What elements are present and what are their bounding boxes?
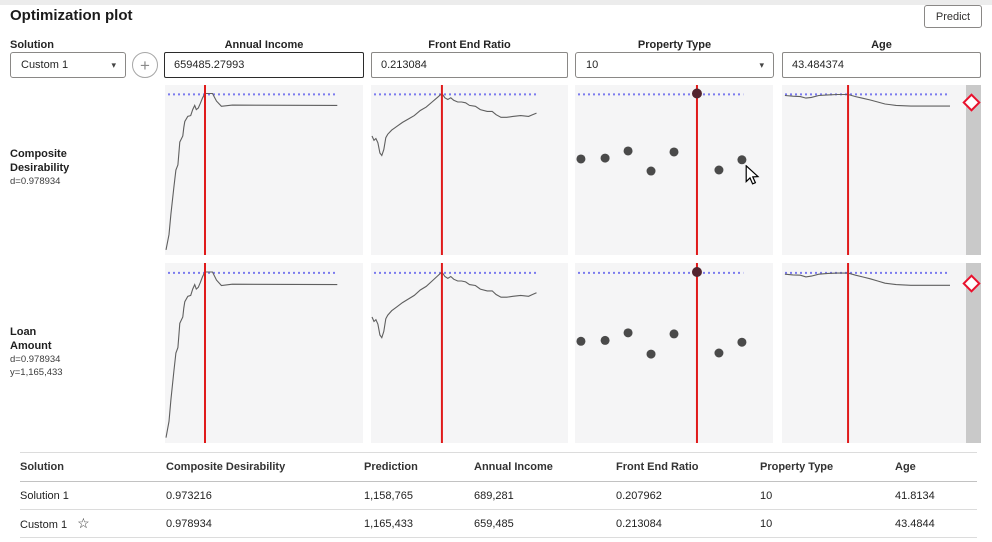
table-cell: Solution 1 (20, 481, 166, 510)
table-cell: Custom 1 ☆ (20, 509, 166, 538)
category-point[interactable] (737, 337, 747, 347)
predict-button[interactable]: Predict (924, 5, 982, 28)
table-header-prediction: Prediction (364, 452, 474, 482)
annual-income-input[interactable] (164, 52, 364, 78)
desirability-value: d=0.978934 (10, 176, 61, 187)
plot-line-row2-age[interactable] (782, 263, 966, 443)
chevron-down-icon: ▾ (759, 59, 764, 70)
table-header-property-type: Property Type (760, 452, 895, 482)
page-title: Optimization plot (10, 7, 133, 24)
factor-header-age: Age (871, 39, 892, 51)
table-header-age: Age (895, 452, 977, 482)
factor-header-property-type: Property Type (637, 39, 712, 51)
plot-line-row1-age[interactable] (782, 85, 966, 255)
table-cell: 0.978934 (166, 509, 364, 538)
age-input[interactable] (782, 52, 981, 78)
category-point[interactable] (646, 349, 656, 359)
add-solution-button[interactable]: + (132, 52, 158, 78)
category-point[interactable] (600, 153, 610, 163)
factor-header-annual-income: Annual Income (224, 39, 304, 51)
favorite-star-icon[interactable]: ☆ (77, 515, 90, 531)
table-cell: 1,158,765 (364, 481, 474, 510)
response-label-composite-desirability: Composite Desirability d=0.978934 (10, 147, 160, 188)
profile-curve (371, 271, 537, 339)
table-header-front-end-ratio: Front End Ratio (616, 452, 760, 482)
table-cell: 10 (760, 481, 895, 510)
profile-curve (784, 272, 950, 286)
front-end-ratio-input[interactable] (371, 52, 568, 78)
response-value: y=1,165,433 (10, 367, 63, 378)
solutions-table-header-row: Solution Composite Desirability Prediction… (20, 452, 977, 482)
category-point[interactable] (600, 335, 610, 345)
category-point[interactable] (714, 165, 724, 175)
property-type-dropdown[interactable]: 10 ▾ (575, 52, 774, 78)
response-label-line: Composite (10, 148, 67, 160)
table-cell: 10 (760, 509, 895, 538)
profile-curve (784, 93, 950, 107)
solutions-table: Solution Composite Desirability Prediction… (20, 452, 977, 538)
selected-category-point[interactable] (691, 267, 702, 277)
table-cell: 0.973216 (166, 481, 364, 510)
plot-scatter-row1-property-type[interactable] (575, 85, 773, 255)
plot-line-row2-annual-income[interactable] (165, 263, 363, 443)
category-point[interactable] (646, 166, 656, 176)
table-header-composite-desirability: Composite Desirability (166, 452, 364, 482)
table-cell: 0.213084 (616, 509, 760, 538)
desirability-value: d=0.978934 (10, 354, 61, 365)
category-point[interactable] (737, 155, 747, 165)
category-point[interactable] (576, 336, 586, 346)
category-point[interactable] (623, 328, 633, 338)
response-label-line: Amount (10, 340, 52, 352)
table-row[interactable]: Custom 1 ☆ 0.978934 1,165,433 659,485 0.21308… (20, 509, 977, 538)
chevron-down-icon: ▾ (111, 59, 116, 70)
profile-curve (165, 92, 338, 251)
response-label-line: Desirability (10, 162, 70, 174)
category-point[interactable] (623, 146, 633, 156)
category-point[interactable] (669, 147, 679, 157)
table-cell: 41.8134 (895, 481, 977, 510)
table-cell: 689,281 (474, 481, 616, 510)
plot-scatter-row2-property-type[interactable] (575, 263, 773, 443)
table-header-solution: Solution (20, 452, 166, 482)
table-cell: 43.4844 (895, 509, 977, 538)
solution-dropdown-value: Custom 1 (21, 59, 69, 71)
row1-side-scrollbar[interactable] (966, 85, 981, 255)
table-row[interactable]: Solution 1 0.973216 1,158,765 689,281 0.2079… (20, 481, 977, 510)
plot-line-row1-annual-income[interactable] (165, 85, 363, 255)
category-point[interactable] (669, 329, 679, 339)
table-cell: 659,485 (474, 509, 616, 538)
table-header-annual-income: Annual Income (474, 452, 616, 482)
category-point[interactable] (714, 348, 724, 358)
response-label-line: Loan (10, 326, 37, 338)
top-divider-strip (0, 0, 992, 5)
plot-line-row1-front-end-ratio[interactable] (371, 85, 568, 255)
response-label-loan-amount: Loan Amount d=0.978934 y=1,165,433 (10, 325, 160, 379)
profile-curve (165, 271, 338, 438)
solution-label: Solution (10, 39, 54, 51)
table-cell: 1,165,433 (364, 509, 474, 538)
factor-header-front-end-ratio: Front End Ratio (428, 39, 511, 51)
category-point[interactable] (576, 154, 586, 164)
selected-category-point[interactable] (691, 88, 702, 99)
property-type-dropdown-value: 10 (586, 59, 599, 71)
profile-curve (371, 92, 537, 157)
plot-line-row2-front-end-ratio[interactable] (371, 263, 568, 443)
row2-side-scrollbar[interactable] (966, 263, 981, 443)
solution-dropdown[interactable]: Custom 1 ▾ (10, 52, 126, 78)
table-cell: 0.207962 (616, 481, 760, 510)
